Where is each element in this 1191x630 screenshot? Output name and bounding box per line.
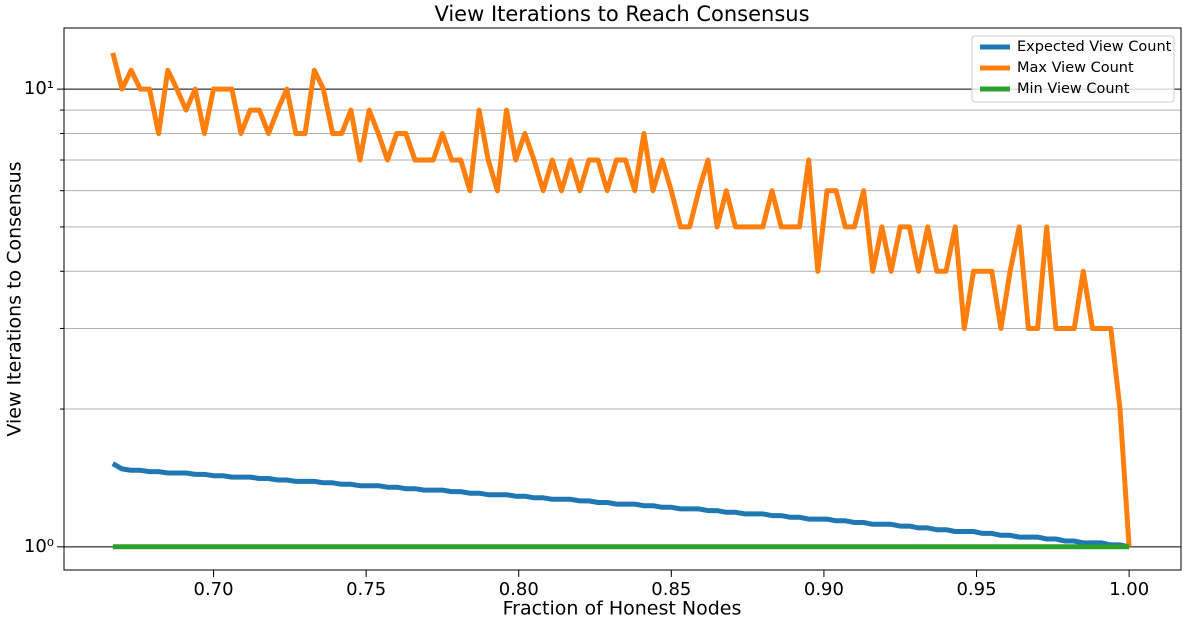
x-tick-label: 0.85 (651, 579, 691, 600)
series-line (111, 461, 1130, 550)
legend-box (971, 35, 1175, 103)
legend-label: Expected View Count (1017, 39, 1172, 55)
x-tick-label: 0.70 (194, 579, 234, 600)
x-tick-label: 0.80 (499, 579, 539, 600)
series-line (110, 52, 1132, 547)
legend-label: Min View Count (1017, 81, 1130, 97)
legend-label: Max View Count (1017, 60, 1134, 76)
x-axis-label: Fraction of Honest Nodes (503, 598, 742, 620)
x-tick-label: 0.95 (956, 579, 996, 600)
x-tick-label: 1.00 (1109, 579, 1149, 600)
y-axis-label: View Iterations to Consensus (4, 161, 26, 436)
y-tick-label: 10⁰ (24, 536, 54, 557)
chart-title: View Iterations to Reach Consensus (434, 2, 809, 26)
x-tick-label: 0.75 (346, 579, 386, 600)
plot-frame (63, 27, 1182, 571)
y-tick-label: 10¹ (24, 78, 54, 99)
x-tick-label: 0.90 (804, 579, 844, 600)
